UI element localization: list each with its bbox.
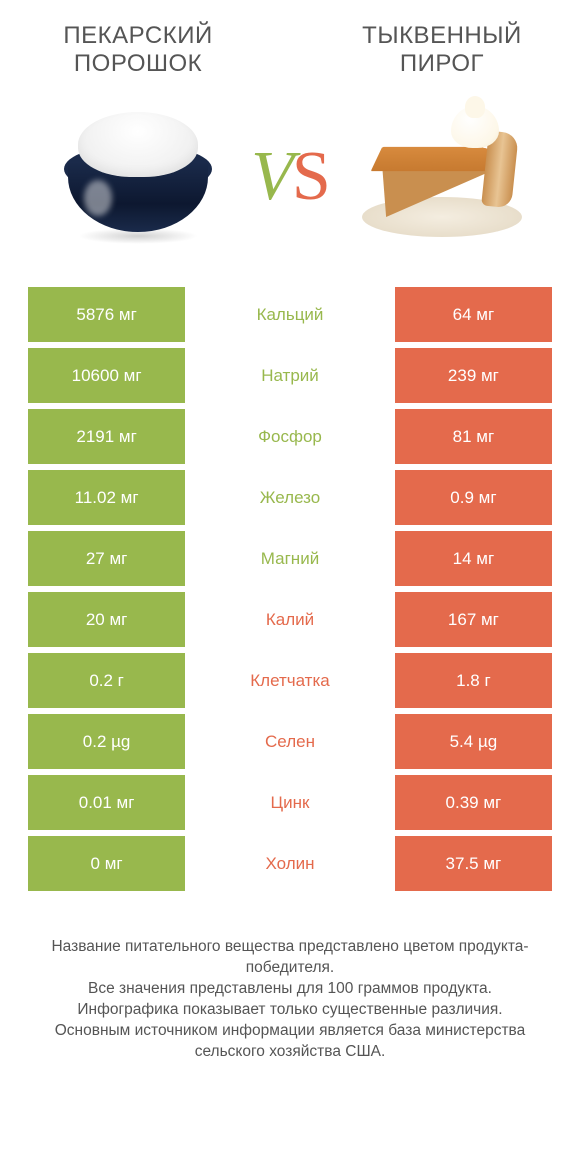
nutrient-label: Холин [185,854,395,874]
vs-s: S [292,138,329,215]
right-value-bar: 1.8 г [395,653,552,708]
left-product-title: ПЕКАРСКИЙ ПОРОШОК [28,22,248,77]
nutrient-label: Калий [185,610,395,630]
left-value-bar: 11.02 мг [28,470,185,525]
nutrient-label: Натрий [185,366,395,386]
bowl-of-powder-icon [58,102,218,252]
nutrient-row: 0.2 гКлетчатка1.8 г [28,653,552,708]
nutrient-row: 2191 мгФосфор81 мг [28,409,552,464]
nutrient-row: 5876 мгКальций64 мг [28,287,552,342]
nutrient-row: 11.02 мгЖелезо0.9 мг [28,470,552,525]
right-value-bar: 239 мг [395,348,552,403]
footer-line: Основным источником информации является … [28,1021,552,1063]
right-value-bar: 0.39 мг [395,775,552,830]
nutrient-label: Магний [185,549,395,569]
left-value-bar: 2191 мг [28,409,185,464]
left-value-bar: 10600 мг [28,348,185,403]
right-value-bar: 167 мг [395,592,552,647]
left-value-bar: 0.2 г [28,653,185,708]
left-value-bar: 0.01 мг [28,775,185,830]
nutrient-label: Клетчатка [185,671,395,691]
left-value-bar: 27 мг [28,531,185,586]
nutrient-row: 0.2 µgСелен5.4 µg [28,714,552,769]
right-value-bar: 5.4 µg [395,714,552,769]
right-product-image [332,102,552,252]
right-value-bar: 0.9 мг [395,470,552,525]
left-value-bar: 5876 мг [28,287,185,342]
nutrient-row: 0 мгХолин37.5 мг [28,836,552,891]
nutrient-label: Железо [185,488,395,508]
footer-notes: Название питательного вещества представл… [0,897,580,1063]
left-value-bar: 0 мг [28,836,185,891]
left-value-bar: 0.2 µg [28,714,185,769]
pumpkin-pie-icon [357,102,527,252]
header: ПЕКАРСКИЙ ПОРОШОК ТЫКВЕННЫЙ ПИРОГ [0,0,580,77]
right-value-bar: 14 мг [395,531,552,586]
left-value-bar: 20 мг [28,592,185,647]
footer-line: Инфографика показывает только существенн… [28,1000,552,1021]
nutrient-label: Фосфор [185,427,395,447]
nutrient-row: 27 мгМагний14 мг [28,531,552,586]
comparison-table: 5876 мгКальций64 мг10600 мгНатрий239 мг2… [0,287,580,891]
vs-label: VS [248,137,332,217]
vs-v: V [251,138,292,215]
left-product-image [28,102,248,252]
right-value-bar: 64 мг [395,287,552,342]
nutrient-row: 10600 мгНатрий239 мг [28,348,552,403]
nutrient-label: Кальций [185,305,395,325]
right-product-title: ТЫКВЕННЫЙ ПИРОГ [332,22,552,77]
right-value-bar: 37.5 мг [395,836,552,891]
image-row: VS [0,77,580,287]
nutrient-label: Цинк [185,793,395,813]
nutrient-row: 0.01 мгЦинк0.39 мг [28,775,552,830]
footer-line: Название питательного вещества представл… [28,937,552,979]
right-value-bar: 81 мг [395,409,552,464]
nutrient-label: Селен [185,732,395,752]
nutrient-row: 20 мгКалий167 мг [28,592,552,647]
footer-line: Все значения представлены для 100 граммо… [28,979,552,1000]
